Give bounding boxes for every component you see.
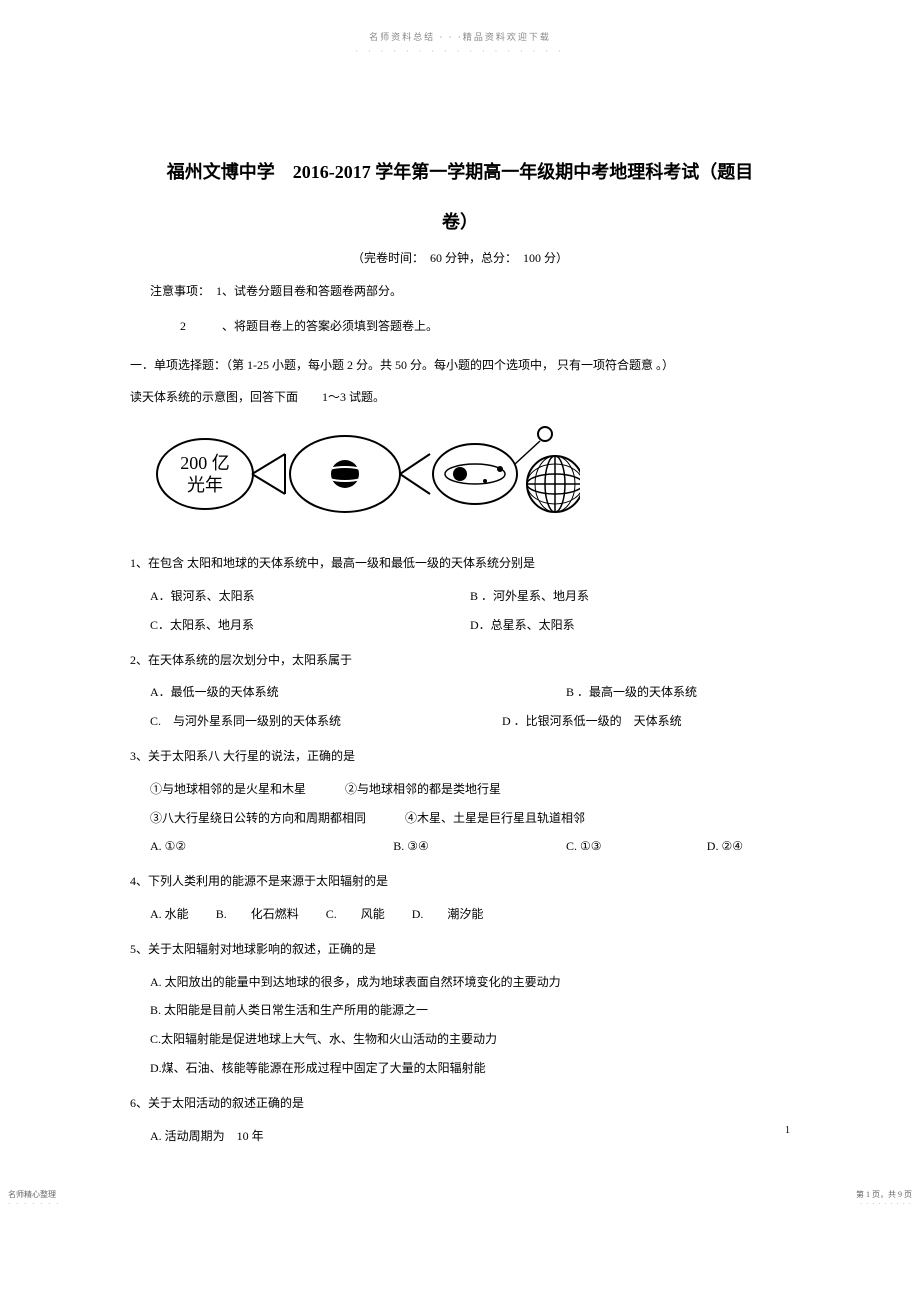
q2-opt-a: A．最低一级的天体系统 — [150, 678, 566, 707]
q2-stem: 2、在天体系统的层次划分中，太阳系属于 — [130, 646, 790, 675]
q1-opt-d: D．总星系、太阳系 — [470, 611, 790, 640]
footer-left: 名师精心整理 · · · · · · · — [8, 1189, 61, 1208]
q4-opt-b: B. 化石燃料 — [216, 907, 299, 921]
q4-opt-a: A. 水能 — [150, 907, 189, 921]
footer-right-text: 第 1 页，共 9 页 — [856, 1189, 912, 1200]
footer-right: 第 1 页，共 9 页 · · · · · · · · · — [856, 1189, 912, 1208]
celestial-diagram: 200 亿 光年 — [150, 419, 790, 534]
section-1-title: 一．单项选择题：（第 1-25 小题，每小题 2 分。共 50 分。每小题的四个… — [130, 353, 790, 377]
header-dots: · · · · · · · · · · · · · · · · · — [130, 47, 790, 56]
q1-opt-a: A．银河系、太阳系 — [150, 582, 470, 611]
exam-title-line1: 福州文博中学 2016-2017 学年第一学期高一年级期中考地理科考试（题目 — [130, 156, 790, 188]
q1-opt-c: C．太阳系、地月系 — [150, 611, 470, 640]
header-note: 名师资料总结 · · ·精品资料欢迎下载 — [130, 30, 790, 43]
footer-left-dots: · · · · · · · — [8, 1200, 61, 1208]
page-number: 1 — [785, 1125, 790, 1136]
notice-1: 注意事项： 1、试卷分题目卷和答题卷两部分。 — [130, 278, 790, 304]
q3-sub3: ③八大行星绕日公转的方向和周期都相同 — [150, 811, 366, 825]
footer-left-text: 名师精心整理 — [8, 1189, 61, 1200]
q5-opt-c: C.太阳辐射能是促进地球上大气、水、生物和火山活动的主要动力 — [150, 1025, 790, 1054]
q3-opt-a: A. ①② — [150, 832, 393, 861]
notice-2: 2 、将题目卷上的答案必须填到答题卷上。 — [130, 313, 790, 339]
exam-title-line2: 卷） — [130, 208, 790, 234]
svg-text:200 亿: 200 亿 — [180, 453, 230, 473]
q3-sub4: ④木星、土星是巨行星且轨道相邻 — [405, 811, 585, 825]
q3-sub1: ①与地球相邻的是火星和木星 — [150, 782, 306, 796]
q3-opt-c: C. ①③ — [566, 832, 707, 861]
q2-opt-c: C. 与河外星系同一级别的天体系统 — [150, 707, 502, 736]
q3-stem: 3、关于太阳系八 大行星的说法，正确的是 — [130, 742, 790, 771]
exam-info: （完卷时间： 60 分钟，总分： 100 分） — [130, 249, 790, 266]
q4-stem: 4、下列人类利用的能源不是来源于太阳辐射的是 — [130, 867, 790, 896]
q4-opt-c: C. 风能 — [326, 907, 385, 921]
q3-sub2: ②与地球相邻的都是类地行星 — [345, 782, 501, 796]
instruction-1: 读天体系统的示意图，回答下面 1～3 试题。 — [130, 385, 790, 409]
q1-opt-b: B ．河外星系、地月系 — [470, 582, 790, 611]
q2-opt-d: D ．比银河系低一级的 天体系统 — [502, 707, 790, 736]
q5-opt-a: A. 太阳放出的能量中到达地球的很多，成为地球表面自然环境变化的主要动力 — [150, 968, 790, 997]
q4-opt-d: D. 潮汐能 — [412, 907, 484, 921]
q1-stem: 1、在包含 太阳和地球的天体系统中，最高一级和最低一级的天体系统分别是 — [130, 549, 790, 578]
q6-opt-a: A. 活动周期为 10 年 — [150, 1122, 790, 1151]
q3-opt-b: B. ③④ — [393, 832, 566, 861]
q2-opt-b: B ．最高一级的天体系统 — [566, 678, 790, 707]
svg-text:光年: 光年 — [187, 475, 223, 495]
q6-stem: 6、关于太阳活动的叙述正确的是 — [130, 1089, 790, 1118]
q5-opt-d: D.煤、石油、核能等能源在形成过程中固定了大量的太阳辐射能 — [150, 1054, 790, 1083]
q5-opt-b: B. 太阳能是目前人类日常生活和生产所用的能源之一 — [150, 996, 790, 1025]
q3-opt-d: D. ②④ — [707, 832, 790, 861]
footer-right-dots: · · · · · · · · · — [856, 1200, 912, 1208]
q5-stem: 5、关于太阳辐射对地球影响的叙述，正确的是 — [130, 935, 790, 964]
